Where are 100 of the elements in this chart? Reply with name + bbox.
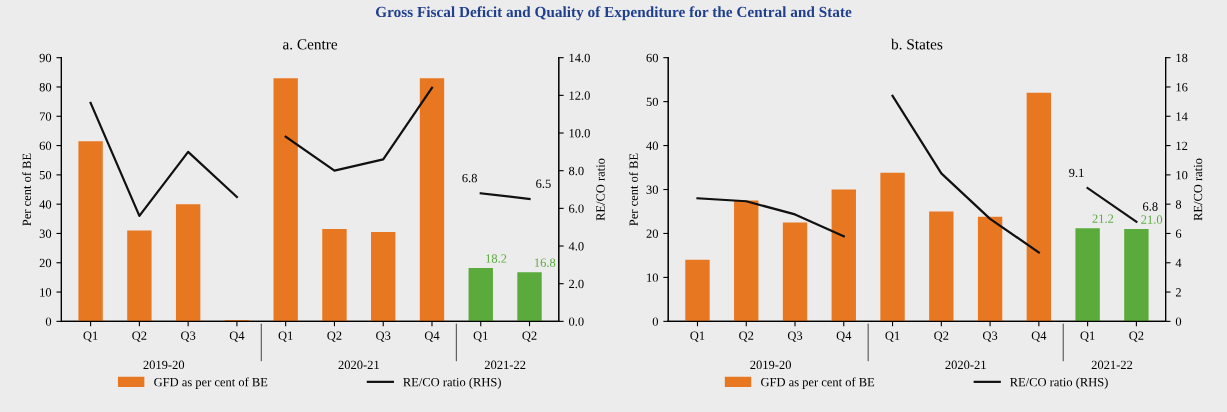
y2-tick-label: 4 bbox=[1175, 258, 1182, 268]
line-series bbox=[696, 197, 845, 238]
y-tick-label: 80 bbox=[39, 83, 52, 92]
x-tick-label: Q3 bbox=[376, 331, 391, 342]
y2-axis-title: RE/CO ratio bbox=[1193, 158, 1203, 221]
y-tick-label: 90 bbox=[39, 53, 52, 63]
bar bbox=[1026, 92, 1052, 322]
x-tick-label: Q1 bbox=[885, 331, 900, 342]
x-tick-label: Q4 bbox=[836, 331, 852, 342]
y2-tick-label: 12.0 bbox=[569, 91, 590, 100]
x-tick-label: Q4 bbox=[229, 331, 245, 342]
x-tick-label: Q2 bbox=[1129, 331, 1144, 342]
y-tick-label: 0 bbox=[652, 317, 659, 326]
y2-tick-label: 14 bbox=[1176, 112, 1188, 121]
y2-tick-label: 8.0 bbox=[568, 166, 584, 176]
x-tick-label: Q1 bbox=[278, 331, 293, 342]
text: 2021-22 bbox=[1091, 360, 1133, 370]
bar bbox=[371, 232, 396, 322]
data-label: 9.1 bbox=[1069, 168, 1084, 178]
y2-tick-label: 6 bbox=[1175, 229, 1182, 238]
x-tick-label: Q1 bbox=[1080, 331, 1095, 342]
text: 2020-21 bbox=[338, 360, 379, 370]
legend-label: RE/CO ratio (RHS) bbox=[1010, 377, 1108, 389]
y-axis-title: Per cent of BE bbox=[22, 153, 32, 226]
y2-tick-label: 4.0 bbox=[568, 242, 584, 251]
y-tick-label: 60 bbox=[646, 53, 659, 63]
legend-label: RE/CO ratio (RHS) bbox=[403, 377, 501, 389]
x-tick-label: Q3 bbox=[181, 331, 196, 342]
data-label: 6.8 bbox=[1143, 202, 1158, 211]
x-tick-label: Q2 bbox=[327, 331, 342, 342]
chart-subtitle: b. States bbox=[891, 38, 943, 50]
x-tick-label: Q4 bbox=[424, 331, 440, 342]
x-tick-label: Q1 bbox=[473, 331, 488, 342]
x-tick-label: Q1 bbox=[83, 331, 98, 342]
data-label: 21.2 bbox=[1092, 214, 1114, 223]
y-tick-label: 30 bbox=[39, 229, 52, 238]
bar bbox=[273, 78, 298, 322]
chart-subtitle: a. Centre bbox=[283, 39, 338, 50]
x-tick-label: Q2 bbox=[934, 331, 949, 342]
legend-label: GFD as per cent of BE bbox=[761, 377, 875, 389]
data-label: 21.0 bbox=[1141, 215, 1163, 224]
y-tick-label: 50 bbox=[39, 170, 52, 180]
y2-tick-label: 8 bbox=[1175, 200, 1182, 209]
y2-tick-label: 2 bbox=[1175, 288, 1181, 297]
y2-tick-label: 2.0 bbox=[569, 279, 584, 289]
y2-tick-label: 14.0 bbox=[569, 53, 590, 63]
y-axis-title: Per cent of BE bbox=[628, 153, 638, 226]
bar bbox=[127, 230, 152, 322]
y2-tick-label: 0.0 bbox=[568, 317, 584, 326]
y2-tick-label: 16 bbox=[1176, 83, 1188, 92]
bar bbox=[517, 272, 542, 322]
line-series bbox=[891, 94, 1040, 254]
text: 2019-20 bbox=[750, 360, 791, 370]
x-tick-label: Q2 bbox=[739, 331, 754, 342]
bar bbox=[831, 189, 856, 322]
line-series bbox=[89, 101, 239, 217]
line-series bbox=[284, 86, 434, 172]
y2-tick-label: 18 bbox=[1176, 53, 1188, 63]
bar bbox=[929, 211, 954, 322]
x-tick-label: Q2 bbox=[132, 331, 147, 342]
bar bbox=[880, 172, 905, 322]
x-tick-label: Q2 bbox=[522, 331, 537, 342]
bar bbox=[322, 229, 347, 322]
data-label: 18.2 bbox=[486, 254, 507, 263]
bar bbox=[175, 204, 201, 322]
bar bbox=[685, 259, 710, 322]
y-tick-label: 0 bbox=[45, 317, 52, 326]
bar bbox=[1124, 229, 1149, 322]
bar bbox=[977, 216, 1003, 322]
bar bbox=[782, 222, 808, 322]
y-tick-label: 50 bbox=[646, 97, 659, 107]
data-label: 16.8 bbox=[534, 258, 556, 267]
x-tick-label: Q4 bbox=[1031, 331, 1047, 342]
legend-label: GFD as per cent of BE bbox=[154, 377, 268, 389]
x-tick-label: Q3 bbox=[982, 331, 998, 342]
y-tick-label: 40 bbox=[646, 141, 659, 151]
bar bbox=[419, 78, 445, 322]
y2-tick-label: 10 bbox=[1176, 170, 1188, 180]
y2-tick-label: 12 bbox=[1176, 141, 1188, 150]
text: 2020-21 bbox=[945, 360, 986, 370]
bar bbox=[734, 200, 759, 322]
y2-tick-label: 6.0 bbox=[569, 204, 584, 213]
y-tick-label: 40 bbox=[39, 200, 52, 209]
data-label: 6.8 bbox=[462, 173, 477, 183]
y-tick-label: 30 bbox=[646, 185, 659, 194]
x-tick-label: Q1 bbox=[690, 331, 705, 342]
bar bbox=[78, 141, 103, 322]
y2-axis-title: RE/CO ratio bbox=[596, 158, 605, 221]
y-tick-label: 20 bbox=[646, 229, 659, 238]
y-tick-label: 10 bbox=[647, 273, 659, 282]
text: 2021-22 bbox=[484, 360, 526, 370]
y-tick-label: 60 bbox=[39, 141, 52, 151]
y2-tick-label: 0 bbox=[1175, 317, 1182, 326]
y-tick-label: 10 bbox=[40, 288, 52, 297]
bar bbox=[1075, 228, 1100, 322]
text: 2019-20 bbox=[143, 360, 185, 370]
y-tick-label: 20 bbox=[39, 258, 52, 268]
text: Gross Fiscal Deficit and Quality of Expenditure for the Central and State bbox=[375, 6, 852, 21]
x-tick-label: Q3 bbox=[787, 331, 803, 342]
data-label: 6.5 bbox=[536, 179, 551, 188]
